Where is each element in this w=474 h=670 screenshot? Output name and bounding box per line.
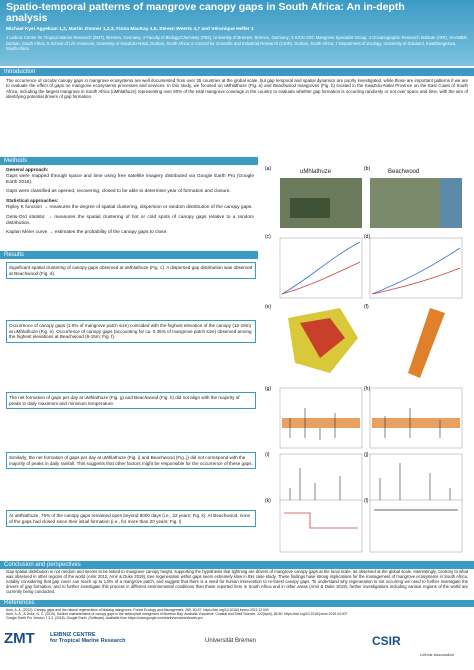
panel-label: (i) [265, 452, 270, 458]
curve [281, 261, 361, 295]
figure-panels: uMhlathuze Beachwood (a) (b) (c) (d) (e)… [265, 166, 463, 553]
chart-panel [279, 237, 363, 299]
affiliations: 1 Leibniz Centre for Tropical Marine Res… [6, 35, 468, 51]
panel-label: (b) [364, 166, 370, 172]
zmt-sub: for Tropical Marine Research [50, 638, 126, 644]
method-text: Kaplan Meier curve → estimates the proba… [6, 230, 168, 236]
result-box: Occurrence of canopy gaps (1.5% of mangr… [6, 320, 256, 343]
method-item: Gaps were classified as opened, recoveri… [6, 189, 254, 195]
references-list: Amir, A. A. (2012). Canopy gaps and the … [6, 608, 468, 620]
site-name: Beachwood [388, 169, 419, 175]
panel-label: (k) [265, 498, 271, 504]
method-item: General approach: Gaps were mapped throug… [6, 168, 254, 185]
method-text: Gaps were classified as opened, recoveri… [6, 189, 231, 195]
rain-spikes [289, 463, 451, 500]
method-item: Kaplan Meier curve → estimates the proba… [6, 230, 254, 236]
elevation-map [300, 318, 345, 358]
method-text: Getis-Ord statistic → measures the spati… [6, 214, 254, 226]
methods-list: General approach: Gaps were mapped throug… [6, 168, 254, 240]
zmt-logo: ZMT [4, 630, 35, 647]
section-heading: Introduction [0, 68, 474, 76]
result-box: Similarly, the net formation of gaps per… [6, 452, 256, 470]
zmt-name-line: LEIBNIZ CENTRE [50, 632, 96, 638]
survival-curve [284, 512, 358, 529]
conclusion-text: Gap spatial distribution is not random a… [6, 569, 468, 594]
result-box: The net formation of gaps per day at uMh… [6, 392, 256, 410]
authors: Michael Kyei Agyekum 1,2, Martin Zimmer … [6, 27, 254, 32]
chart-panel [369, 499, 463, 553]
chart-panel [279, 499, 363, 553]
panel-label: (e) [265, 304, 271, 310]
panel-label: (g) [265, 386, 271, 392]
introduction-text: The occurrence of circular canopy gaps i… [6, 78, 468, 100]
reference: Google Earth Pro Version 7.3.3. (2018). … [6, 616, 203, 620]
title: Spatio-temporal patterns of mangrove can… [6, 1, 405, 24]
result-box: Significant spatial clustering of canopy… [6, 262, 256, 280]
method-item: Statistical approaches: Ripley K function… [6, 199, 254, 211]
curve [371, 247, 461, 295]
section-heading: Results [0, 251, 258, 259]
gap-spikes [289, 408, 441, 440]
section-heading: Conclusion and perspectives [0, 561, 474, 569]
curve [281, 241, 361, 295]
curve [371, 267, 461, 295]
panel-label: (h) [364, 386, 370, 392]
header-band [0, 0, 474, 66]
method-label: Statistical approaches: [6, 199, 59, 205]
chart-panel [369, 237, 463, 299]
elevation-map [408, 308, 445, 378]
csir-logo: CSIR [372, 634, 401, 648]
method-item: Getis-Ord statistic → measures the spati… [6, 215, 254, 227]
zmt-name: LEIBNIZ CENTRE for Tropical Marine Resear… [50, 632, 140, 644]
method-label: General approach: [6, 168, 49, 173]
method-text: Gaps were mapped through space and time … [6, 173, 254, 185]
panel-label: (l) [364, 498, 369, 504]
result-box: At uMhlathuze, 75% of the canopy gaps re… [6, 510, 256, 528]
sea [440, 178, 462, 228]
bremen-logo: Universität Bremen [205, 638, 257, 644]
section-heading: Methods [0, 157, 258, 165]
reference: Amir, A. A. (2012). Canopy gaps and the … [6, 608, 269, 612]
panel-label: (a) [265, 166, 271, 172]
chart-panel [369, 453, 463, 503]
section-heading: References [0, 600, 474, 607]
site-name: uMhlathuze [300, 169, 332, 175]
panel-label: (f) [364, 304, 369, 310]
panel-label: (d) [364, 234, 370, 240]
mangrove-patch [290, 198, 330, 218]
leibniz-logo: Leibniz Association [420, 652, 455, 657]
reference: Amir, A. A., & Duke, N. C. (2019). Disti… [6, 612, 348, 616]
method-text: Ripley K function → measures the degree … [6, 204, 253, 210]
panel-label: (j) [364, 452, 369, 458]
chart-panel [279, 453, 363, 503]
panel-label: (c) [265, 234, 271, 240]
